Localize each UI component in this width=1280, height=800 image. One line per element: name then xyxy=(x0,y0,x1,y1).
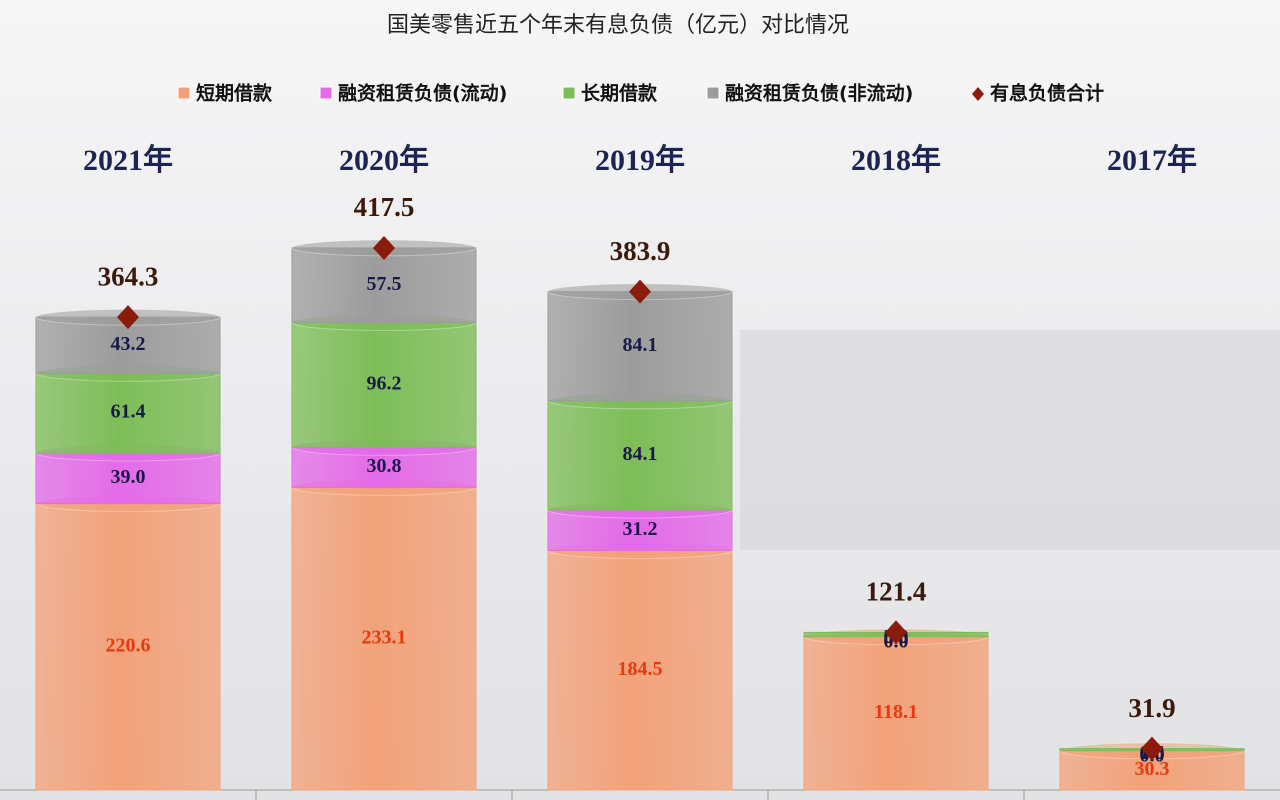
year-label: 2021年 xyxy=(83,144,173,177)
value-label: 96.2 xyxy=(367,373,402,395)
value-label: 43.2 xyxy=(111,333,146,355)
value-label: 220.6 xyxy=(106,634,151,656)
legend-swatch xyxy=(706,86,720,100)
bar-segment xyxy=(803,636,989,791)
value-label: 30.8 xyxy=(367,455,402,477)
legend-marker xyxy=(972,87,984,101)
value-label: 31.2 xyxy=(623,518,658,540)
total-marker xyxy=(629,279,651,304)
value-label: 61.4 xyxy=(111,401,146,423)
year-label: 2020年 xyxy=(339,144,429,177)
bar-segment xyxy=(547,549,733,791)
total-label: 121.4 xyxy=(866,577,927,607)
value-label: 30.3 xyxy=(1135,758,1170,780)
legend-label: 短期借款 xyxy=(196,82,273,105)
year-label: 2018年 xyxy=(851,144,941,177)
value-label: 233.1 xyxy=(362,626,407,648)
total-marker xyxy=(373,236,395,260)
value-label: 39.0 xyxy=(111,466,146,488)
bar-segment xyxy=(291,322,477,448)
bar-segment xyxy=(35,503,221,791)
background-shelves xyxy=(740,330,1280,550)
total-marker xyxy=(1141,736,1163,761)
value-label: 184.5 xyxy=(618,658,663,680)
year-label: 2019年 xyxy=(595,144,685,177)
value-label: 57.5 xyxy=(367,273,402,295)
bar-segment xyxy=(547,400,733,511)
value-label: 84.1 xyxy=(623,443,658,465)
value-label: 84.1 xyxy=(623,334,658,356)
total-label: 417.5 xyxy=(354,192,415,222)
total-marker xyxy=(885,620,907,645)
legend-swatch xyxy=(177,86,191,100)
value-label: 118.1 xyxy=(874,701,918,723)
legend-swatch xyxy=(562,86,576,100)
total-label: 364.3 xyxy=(98,261,159,291)
legend-label: 融资租赁负债(非流动) xyxy=(725,82,913,105)
legend-label: 有息负债合计 xyxy=(990,82,1104,105)
bar-segment xyxy=(291,486,477,791)
legend-label: 长期借款 xyxy=(581,82,658,105)
bar-segment xyxy=(547,291,733,402)
total-label: 383.9 xyxy=(610,236,671,266)
bar-segment xyxy=(291,247,477,324)
bar-segment xyxy=(35,452,221,505)
chart-title: 国美零售近五个年末有息负债（亿元）对比情况 xyxy=(387,13,849,38)
legend-swatch xyxy=(319,86,333,100)
total-label: 31.9 xyxy=(1128,693,1175,723)
year-label: 2017年 xyxy=(1107,144,1197,177)
legend-label: 融资租赁负债(流动) xyxy=(338,82,507,105)
total-marker xyxy=(117,305,139,330)
bar-segment xyxy=(35,372,221,454)
